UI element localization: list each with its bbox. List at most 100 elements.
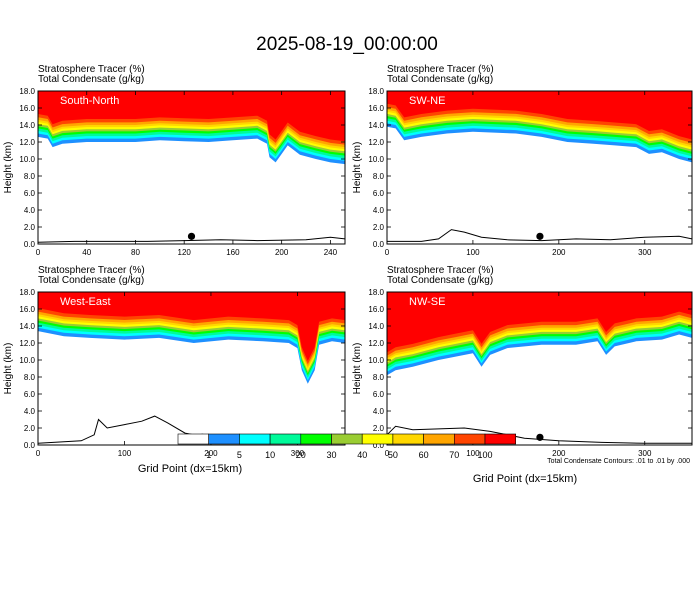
panel-label-condensate: Total Condensate (g/kg) bbox=[387, 74, 493, 85]
y-tick-label: 2.0 bbox=[373, 424, 385, 433]
panel-south-north: Stratosphere Tracer (%)Total Condensate … bbox=[3, 64, 346, 257]
y-tick-label: 6.0 bbox=[373, 390, 385, 399]
y-tick-label: 8.0 bbox=[373, 373, 385, 382]
y-tick-label: 14.0 bbox=[19, 121, 35, 130]
plot-frame bbox=[386, 291, 693, 446]
y-tick-label: 8.0 bbox=[24, 172, 36, 181]
colorbar-label: 40 bbox=[357, 450, 367, 460]
panel-title: West-East bbox=[60, 296, 111, 308]
y-tick-label: 12.0 bbox=[19, 339, 35, 348]
y-tick-label: 16.0 bbox=[368, 305, 384, 314]
panel-title: South-North bbox=[60, 95, 119, 107]
colorbar-label: 20 bbox=[296, 450, 306, 460]
contour-note: Total Condensate Contours: .01 to .01 by… bbox=[547, 458, 690, 465]
y-tick-label: 18.0 bbox=[368, 288, 384, 297]
colorbar-swatch bbox=[208, 433, 240, 445]
colorbar: 1 5 10 20 30 40 50 60 70 100 bbox=[177, 433, 517, 460]
location-marker bbox=[536, 433, 544, 441]
y-tick-label: 0.0 bbox=[373, 441, 385, 450]
x-tick-label: 40 bbox=[82, 248, 91, 257]
x-tick-label: 80 bbox=[131, 248, 140, 257]
y-tick-label: 14.0 bbox=[19, 322, 35, 331]
y-tick-label: 0.0 bbox=[373, 240, 385, 249]
y-tick-label: 10.0 bbox=[368, 155, 384, 164]
location-marker bbox=[187, 232, 196, 240]
y-tick-label: 16.0 bbox=[368, 104, 384, 113]
tracer-band-100 bbox=[38, 91, 345, 142]
panel-label-condensate: Total Condensate (g/kg) bbox=[38, 74, 144, 85]
colorbar-label: 50 bbox=[388, 450, 398, 460]
y-tick-label: 4.0 bbox=[373, 206, 385, 215]
colorbar-label: 60 bbox=[419, 450, 429, 460]
panel-label-condensate: Total Condensate (g/kg) bbox=[38, 275, 144, 286]
colorbar-label: 30 bbox=[326, 450, 336, 460]
x-tick-label: 200 bbox=[204, 449, 218, 458]
y-tick-label: 12.0 bbox=[368, 339, 384, 348]
plot-frame bbox=[386, 90, 693, 245]
colorbar-swatch bbox=[392, 433, 424, 445]
y-tick-label: 4.0 bbox=[24, 206, 36, 215]
x-tick-label: 100 bbox=[466, 248, 480, 257]
y-axis-label: Height (km) bbox=[352, 343, 363, 395]
colorbar-label: 70 bbox=[449, 450, 459, 460]
colorbar-swatch bbox=[239, 433, 271, 445]
x-tick-label: 160 bbox=[226, 248, 240, 257]
x-tick-label: 0 bbox=[385, 449, 390, 458]
y-tick-label: 8.0 bbox=[24, 373, 36, 382]
colorbar-swatch bbox=[269, 433, 302, 445]
plot-frame bbox=[37, 90, 346, 245]
y-tick-label: 10.0 bbox=[368, 356, 384, 365]
terrain-line bbox=[387, 229, 692, 242]
y-tick-label: 2.0 bbox=[373, 223, 385, 232]
terrain-line bbox=[38, 236, 345, 243]
panel-label-tracer: Stratosphere Tracer (%) bbox=[387, 64, 494, 75]
y-tick-label: 6.0 bbox=[24, 390, 36, 399]
colorbar-swatch bbox=[484, 433, 517, 445]
y-tick-label: 0.0 bbox=[24, 240, 36, 249]
colorbar-swatch bbox=[423, 433, 455, 445]
colorbar-swatch bbox=[453, 433, 486, 445]
colorbar-swatch bbox=[331, 433, 363, 445]
y-tick-label: 6.0 bbox=[373, 189, 385, 198]
x-tick-label: 200 bbox=[552, 449, 566, 458]
y-tick-label: 8.0 bbox=[373, 172, 385, 181]
x-tick-label: 200 bbox=[275, 248, 289, 257]
panel-nw-se: Stratosphere Tracer (%)Total Condensate … bbox=[352, 265, 693, 458]
plot-frame bbox=[37, 291, 346, 446]
tracer-band-100 bbox=[387, 91, 692, 140]
colorbar-label: 5 bbox=[237, 450, 242, 460]
x-tick-label: 0 bbox=[385, 248, 390, 257]
y-tick-label: 16.0 bbox=[19, 104, 35, 113]
y-tick-label: 10.0 bbox=[19, 356, 35, 365]
y-tick-label: 4.0 bbox=[373, 407, 385, 416]
x-tick-label: 300 bbox=[638, 449, 652, 458]
plot-contents bbox=[387, 292, 692, 444]
panel-label-tracer: Stratosphere Tracer (%) bbox=[387, 265, 494, 276]
tracer-band-100 bbox=[38, 292, 345, 361]
xlabel-left: Grid Point (dx=15km) bbox=[138, 463, 242, 475]
panel-title: NW-SE bbox=[409, 296, 445, 308]
colorbar-label: 10 bbox=[265, 450, 275, 460]
panel-label-tracer: Stratosphere Tracer (%) bbox=[38, 64, 145, 75]
plot-contents bbox=[38, 91, 345, 243]
x-tick-label: 100 bbox=[466, 449, 480, 458]
panels: Stratosphere Tracer (%)Total Condensate … bbox=[3, 64, 693, 458]
y-tick-label: 2.0 bbox=[24, 223, 36, 232]
y-tick-label: 14.0 bbox=[368, 121, 384, 130]
y-axis-label: Height (km) bbox=[3, 343, 14, 395]
x-tick-label: 200 bbox=[552, 248, 566, 257]
y-tick-label: 18.0 bbox=[19, 288, 35, 297]
y-tick-label: 16.0 bbox=[19, 305, 35, 314]
x-tick-label: 120 bbox=[178, 248, 192, 257]
y-tick-label: 0.0 bbox=[24, 441, 36, 450]
tracer-band-100 bbox=[387, 292, 692, 353]
panel-label-condensate: Total Condensate (g/kg) bbox=[387, 275, 493, 286]
xlabel-right: Grid Point (dx=15km) bbox=[473, 473, 577, 485]
terrain-line bbox=[387, 425, 692, 444]
x-tick-label: 0 bbox=[36, 449, 41, 458]
y-axis-label: Height (km) bbox=[352, 142, 363, 194]
figure-title: 2025-08-19_00:00:00 bbox=[256, 34, 438, 55]
colorbar-label: 100 bbox=[477, 450, 492, 460]
colorbar-swatch bbox=[300, 433, 332, 445]
